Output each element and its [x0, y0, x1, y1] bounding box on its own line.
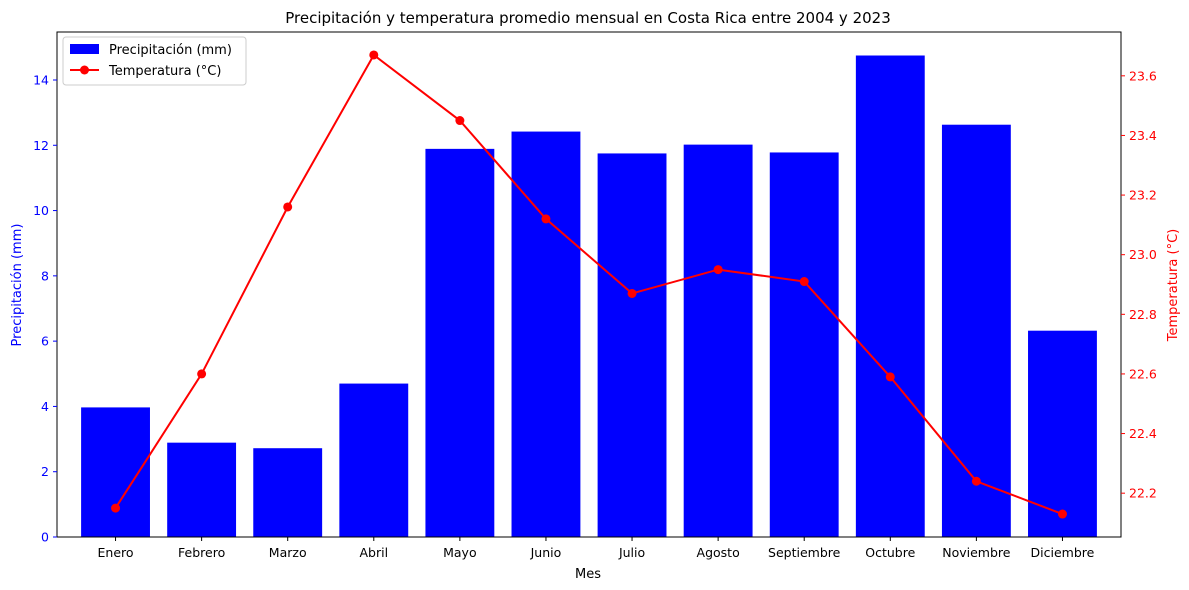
legend-label-precipitation: Precipitación (mm) [109, 43, 232, 58]
bar-diciembre [1028, 330, 1097, 537]
y-right-tick-label: 23.4 [1129, 128, 1157, 143]
y-right-tick-label: 23.6 [1129, 68, 1157, 83]
x-tick-label: Abril [360, 545, 389, 560]
temperature-point-octubre [885, 372, 895, 382]
bar-octubre [855, 55, 925, 538]
x-tick-label: Diciembre [1031, 545, 1095, 560]
y-left-tick-label: 4 [41, 399, 49, 414]
y-right-tick-label: 22.2 [1129, 486, 1157, 501]
y-left-axis-ticks: 0 2 4 6 8 10 12 14 [33, 72, 57, 545]
legend: Precipitación (mm) Temperatura (°C) [62, 36, 247, 86]
x-tick-label: Agosto [697, 545, 740, 560]
y-left-tick-label: 2 [41, 464, 49, 479]
temperature-point-marzo [283, 202, 293, 212]
temperature-point-enero [111, 503, 121, 513]
x-tick-label: Noviembre [942, 545, 1011, 560]
y-right-tick-label: 22.6 [1129, 366, 1157, 381]
bar-julio [597, 153, 667, 537]
temperature-line [114, 53, 1063, 515]
temperature-point-febrero [197, 369, 207, 379]
y-left-tick-label: 12 [33, 138, 49, 153]
x-tick-label: Febrero [178, 545, 225, 560]
y-right-axis-label: Temperatura (°C) [1166, 229, 1181, 342]
x-tick-label: Octubre [865, 545, 915, 560]
chart-title: Precipitación y temperatura promedio men… [285, 9, 891, 27]
y-right-tick-label: 22.8 [1129, 307, 1157, 322]
x-tick-label: Enero [98, 545, 134, 560]
bar-abril [339, 383, 409, 537]
x-tick-label: Mayo [443, 545, 477, 560]
bar-septiembre [769, 152, 839, 537]
temperature-point-noviembre [971, 476, 981, 486]
y-right-tick-label: 23.2 [1129, 188, 1157, 203]
line-layer [111, 50, 1067, 519]
y-left-axis-label: Precipitación (mm) [10, 224, 25, 347]
bar-mayo [425, 148, 495, 537]
x-axis-ticks: Enero Febrero Marzo Abril Mayo Junio Julio Agos… [98, 537, 1095, 560]
temperature-point-abril [369, 50, 379, 60]
bar-noviembre [941, 124, 1011, 537]
bar-agosto [683, 144, 753, 537]
y-left-tick-label: 8 [41, 268, 49, 283]
y-left-tick-label: 10 [33, 203, 49, 218]
bar-febrero [167, 442, 237, 537]
y-left-tick-label: 14 [33, 72, 49, 87]
temperature-point-julio [627, 288, 637, 298]
y-right-tick-label: 23.0 [1129, 247, 1157, 262]
y-left-tick-label: 0 [41, 530, 49, 545]
plot-frame [56, 31, 1122, 538]
y-right-tick-label: 22.4 [1129, 426, 1157, 441]
legend-line-marker [80, 65, 89, 75]
bar-junio [511, 131, 581, 538]
temperature-point-junio [541, 214, 551, 224]
legend-bar-swatch [70, 44, 99, 54]
y-right-axis-ticks: 22.2 22.4 22.6 22.8 23.0 23.2 23.4 23.6 [1121, 68, 1157, 501]
temperature-point-agosto [713, 265, 723, 275]
temperature-point-septiembre [799, 277, 809, 287]
bars-layer [81, 55, 1097, 538]
x-tick-label: Junio [530, 545, 562, 560]
bar-marzo [253, 448, 323, 537]
y-left-tick-label: 6 [41, 334, 49, 349]
x-axis-label: Mes [575, 567, 601, 582]
x-tick-label: Septiembre [768, 545, 841, 560]
legend-box [62, 36, 247, 86]
temperature-point-diciembre [1057, 509, 1067, 519]
temperature-point-mayo [455, 116, 465, 126]
x-tick-label: Marzo [269, 545, 307, 560]
x-tick-label: Julio [618, 545, 645, 560]
legend-label-temperature: Temperatura (°C) [108, 64, 221, 79]
